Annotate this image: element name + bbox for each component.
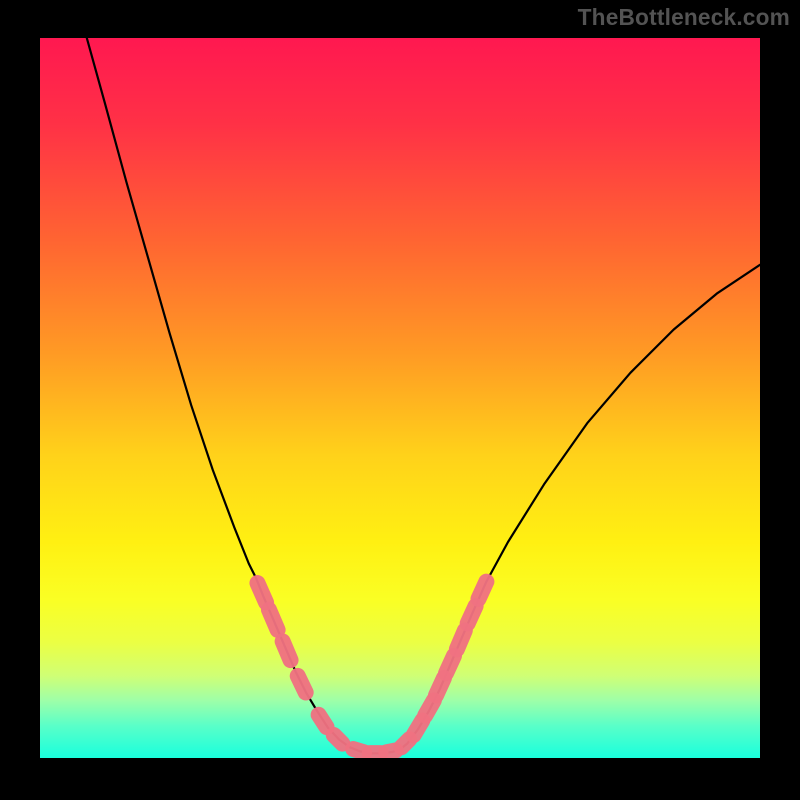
curve-marker	[446, 656, 454, 673]
curve-marker	[283, 641, 291, 660]
curve-marker	[468, 606, 476, 623]
curve-marker	[334, 735, 343, 744]
curve-marker	[298, 676, 306, 693]
curve-marker	[257, 583, 266, 602]
curve-marker	[478, 582, 486, 599]
curve-marker	[425, 700, 434, 715]
curve-marker	[319, 715, 327, 727]
watermark-label: TheBottleneck.com	[578, 4, 790, 31]
curve-marker	[414, 721, 423, 735]
curve-marker	[457, 631, 465, 650]
plot-background-gradient	[40, 38, 760, 758]
curve-marker	[269, 610, 278, 630]
curve-marker	[436, 678, 444, 695]
chart-stage: TheBottleneck.com	[0, 0, 800, 800]
bottleneck-curve-chart	[0, 0, 800, 800]
